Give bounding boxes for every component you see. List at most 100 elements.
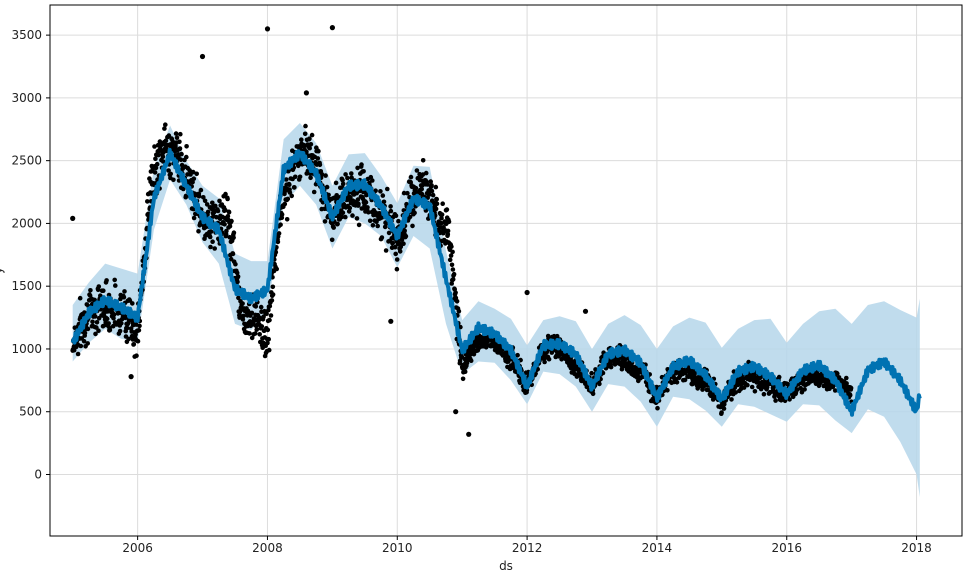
observed-point: [776, 374, 782, 380]
observed-point: [405, 190, 410, 196]
observed-point: [273, 249, 279, 255]
observed-point: [194, 171, 199, 177]
observed-point: [323, 173, 328, 178]
observed-point: [383, 248, 389, 253]
observed-point: [266, 336, 272, 342]
observed-point: [388, 204, 393, 209]
observed-point: [173, 131, 179, 136]
observed-point: [210, 200, 215, 206]
outlier-point: [199, 53, 206, 60]
observed-point: [419, 186, 425, 192]
observed-point: [154, 161, 160, 167]
x-axis-ticks: 2006 2008 2010 2012 2014 2016 2018: [122, 536, 932, 555]
observed-point: [608, 364, 614, 370]
forecast-line-layer: [70, 147, 922, 417]
observed-point: [322, 219, 328, 224]
observed-point: [131, 342, 137, 347]
observed-point: [752, 389, 758, 394]
observed-point: [429, 183, 434, 188]
observed-point: [196, 229, 201, 234]
observed-point: [388, 208, 394, 214]
observed-point: [264, 311, 269, 317]
observed-point: [412, 210, 417, 216]
observed-point: [267, 303, 273, 309]
observed-point: [345, 175, 350, 181]
observed-point: [163, 138, 169, 143]
observed-point: [356, 201, 361, 207]
observed-point: [394, 266, 400, 272]
observed-point: [181, 186, 186, 192]
observed-point: [207, 234, 213, 240]
observed-point: [307, 145, 313, 151]
observed-point: [269, 298, 275, 303]
outlier-point: [453, 409, 459, 415]
observed-point: [347, 205, 353, 211]
observed-point: [308, 142, 314, 147]
observed-point: [252, 331, 258, 336]
y-axis-ticks: 0 500 1000 1500 2000 2500 3000 3500: [11, 28, 50, 481]
observed-point: [426, 192, 432, 197]
observed-point: [366, 210, 371, 215]
observed-point: [773, 398, 778, 403]
observed-point: [145, 199, 150, 204]
observed-point: [267, 317, 272, 323]
observed-point: [85, 326, 91, 332]
observed-point: [117, 328, 123, 334]
observed-point: [201, 195, 206, 200]
observed-point: [363, 200, 369, 205]
observed-point: [597, 381, 602, 387]
observed-point: [270, 284, 276, 290]
observed-point: [447, 257, 453, 263]
observed-point: [190, 169, 196, 175]
observed-point: [319, 172, 325, 177]
observed-point: [423, 170, 429, 176]
observed-point: [266, 347, 272, 353]
observed-point: [434, 201, 440, 206]
observed-point: [546, 356, 552, 362]
observed-point: [253, 304, 259, 309]
observed-point: [121, 295, 127, 300]
observed-point: [721, 406, 727, 411]
observed-point: [96, 284, 102, 289]
x-tick-label: 2006: [122, 541, 153, 555]
observed-point: [107, 327, 113, 333]
observed-point: [196, 193, 202, 199]
observed-point: [226, 209, 232, 215]
observed-point: [279, 212, 285, 217]
observed-point: [393, 213, 399, 218]
observed-point: [184, 154, 189, 160]
observed-point: [191, 215, 197, 221]
observed-point: [446, 219, 452, 225]
x-axis-label: ds: [499, 559, 513, 573]
uncertainty-band: [72, 123, 920, 498]
observed-point: [445, 228, 451, 234]
observed-point: [202, 198, 208, 204]
observed-point: [94, 320, 100, 325]
observed-point: [122, 289, 127, 294]
observed-point: [450, 277, 456, 282]
observed-point: [177, 139, 182, 145]
observed-point: [348, 195, 353, 200]
y-tick-label: 0: [34, 467, 42, 481]
observed-point: [82, 330, 88, 336]
observed-point: [230, 251, 236, 257]
observed-point: [75, 351, 81, 357]
observed-point: [402, 228, 408, 233]
observed-point: [407, 214, 413, 220]
x-tick-label: 2014: [642, 541, 673, 555]
y-tick-label: 500: [19, 405, 42, 419]
observed-point: [315, 156, 321, 161]
observed-point: [198, 187, 204, 193]
observed-point: [101, 288, 106, 294]
observed-point: [340, 210, 346, 216]
observed-point: [205, 209, 211, 215]
observed-point: [392, 244, 398, 250]
observed-point: [454, 299, 460, 304]
observed-point: [135, 338, 141, 344]
y-tick-label: 1500: [11, 279, 42, 293]
observed-point: [162, 126, 167, 131]
observed-point: [184, 144, 189, 149]
observed-point: [445, 232, 451, 237]
observed-point: [444, 207, 450, 212]
observed-point: [430, 192, 436, 198]
